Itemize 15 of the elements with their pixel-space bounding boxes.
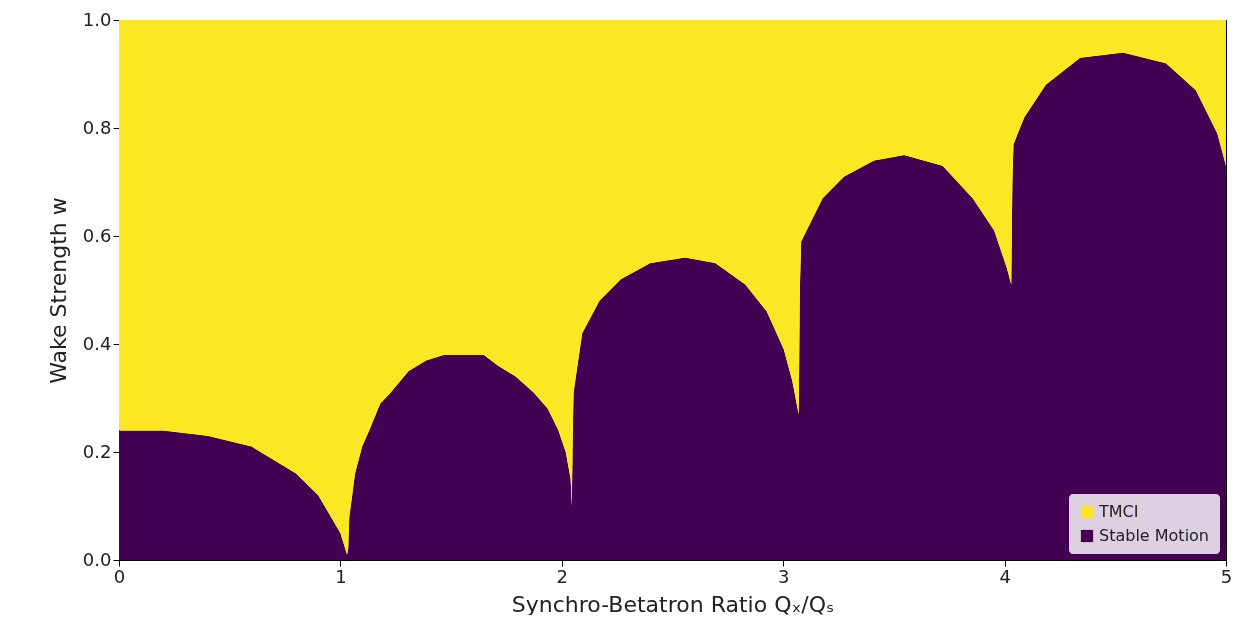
x-tick-label: 1	[335, 565, 347, 587]
x-tick-label: 4	[999, 565, 1011, 587]
y-tick-label: 0.4	[82, 332, 112, 354]
x-tick-label: 5	[1220, 565, 1233, 587]
y-tick-label: 0.8	[82, 116, 112, 138]
legend-label: Stable Motion	[1099, 526, 1210, 545]
legend-label: TMCI	[1098, 502, 1139, 521]
y-tick-label: 0.0	[82, 548, 112, 570]
y-tick-label: 0.2	[82, 440, 112, 462]
y-tick-label: 0.6	[82, 224, 112, 246]
x-tick-label: 0	[113, 565, 126, 587]
x-tick-label: 2	[556, 565, 569, 587]
x-tick-label: 3	[777, 565, 790, 587]
y-tick-label: 1.0	[82, 8, 112, 30]
y-axis-title: Wake Strength w	[45, 197, 71, 384]
